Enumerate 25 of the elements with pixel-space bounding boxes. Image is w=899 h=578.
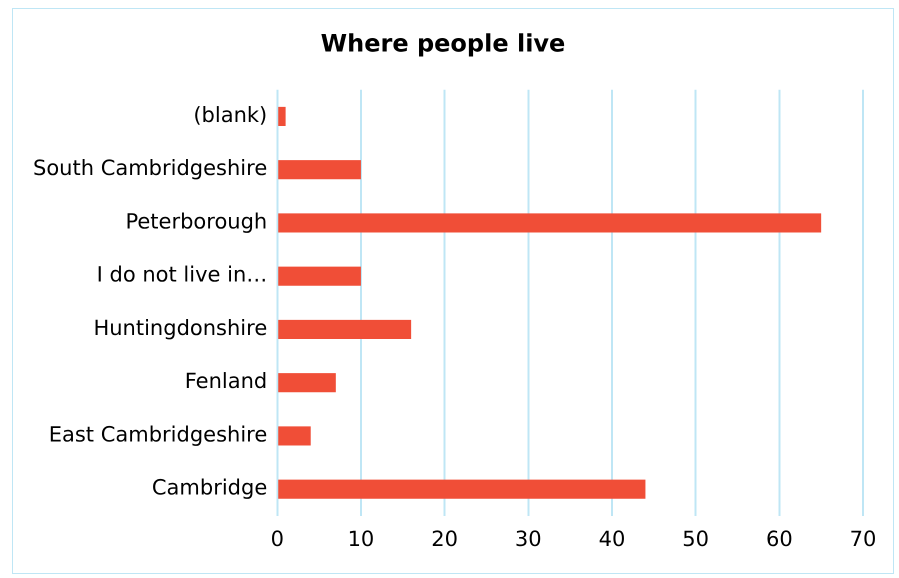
y-tick-label: Peterborough	[125, 209, 268, 234]
bar	[278, 266, 361, 286]
x-tick-label: 30	[514, 526, 542, 551]
y-tick-label: East Cambridgeshire	[48, 422, 268, 446]
bar	[278, 426, 311, 446]
bar	[278, 160, 361, 180]
y-tick-label: Cambridge	[152, 476, 268, 500]
x-tick-label: 50	[682, 526, 710, 551]
x-tick-label: 70	[850, 526, 876, 551]
y-tick-label: (blank)	[193, 102, 268, 127]
chart-title: Where people live	[320, 30, 566, 58]
bar	[278, 106, 286, 126]
y-tick-label: I do not live in…	[96, 262, 268, 287]
y-tick-label: Fenland	[184, 369, 268, 394]
bar	[278, 213, 822, 232]
y-tick-label: South Cambridgeshire	[32, 156, 268, 180]
x-tick-label: 20	[431, 526, 458, 551]
bar	[278, 480, 646, 499]
bar	[278, 373, 336, 392]
x-tick-label: 10	[348, 526, 374, 551]
x-tick-label: 0	[270, 526, 284, 551]
bar	[278, 320, 412, 339]
y-tick-label: Huntingdonshire	[93, 316, 268, 340]
x-tick-label: 40	[598, 526, 626, 551]
x-tick-label: 60	[766, 526, 793, 551]
